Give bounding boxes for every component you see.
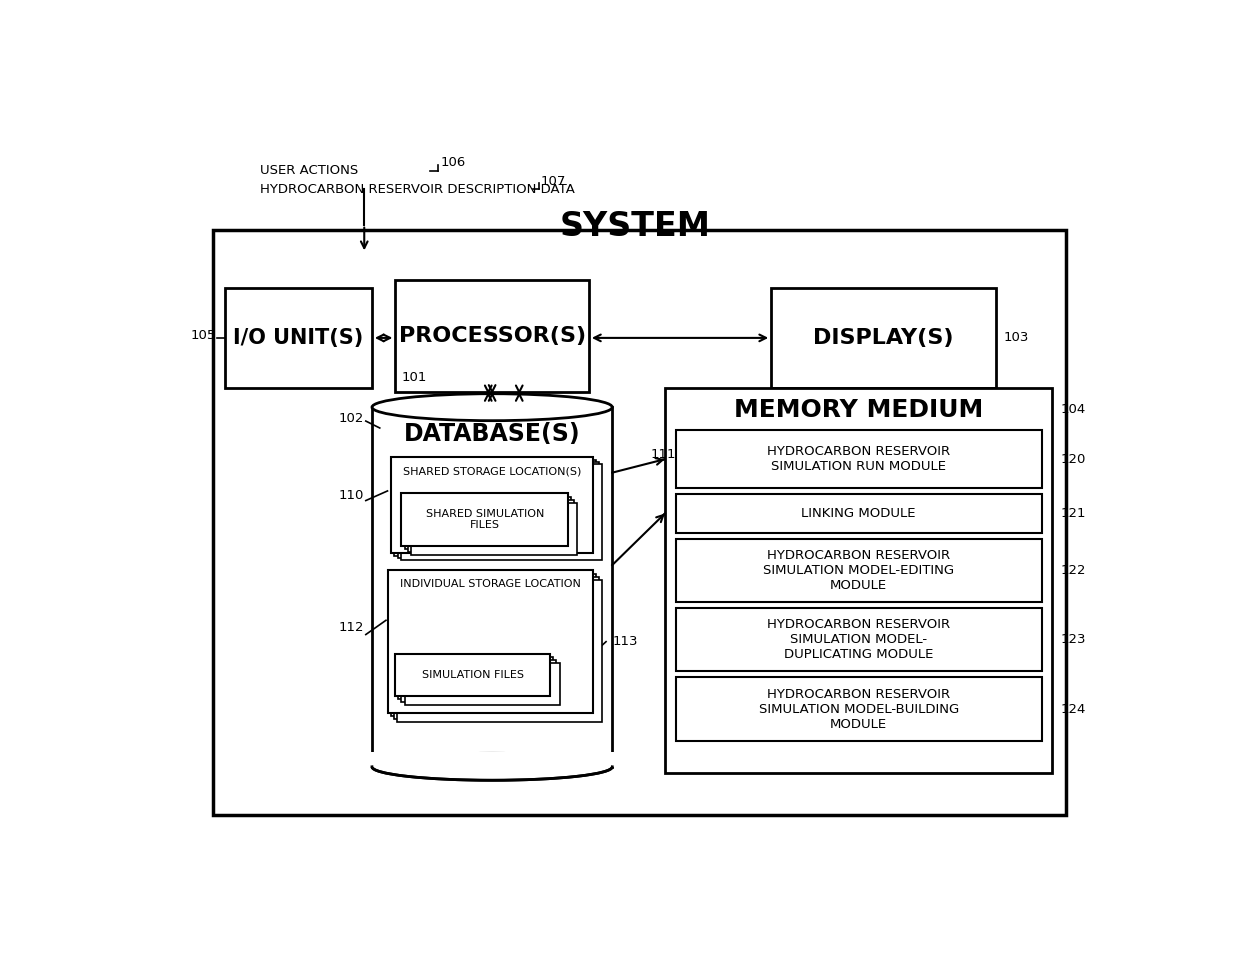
Text: 120: 120 <box>1060 453 1085 466</box>
Text: PROCESSOR(S): PROCESSOR(S) <box>398 326 585 346</box>
Text: USER ACTIONS: USER ACTIONS <box>259 164 358 178</box>
Text: 106: 106 <box>440 156 465 169</box>
Text: HYDROCARBON RESERVOIR
SIMULATION MODEL-BUILDING
MODULE: HYDROCARBON RESERVOIR SIMULATION MODEL-B… <box>759 688 959 731</box>
Text: 107: 107 <box>541 175 567 188</box>
Text: 110: 110 <box>339 489 365 502</box>
Bar <box>396 280 589 392</box>
Bar <box>398 462 599 558</box>
FancyBboxPatch shape <box>410 502 578 555</box>
Bar <box>371 752 614 767</box>
Text: 112: 112 <box>339 621 365 634</box>
Text: 122: 122 <box>1060 564 1086 577</box>
Bar <box>372 407 613 767</box>
FancyBboxPatch shape <box>402 660 557 702</box>
Ellipse shape <box>372 753 613 780</box>
Bar <box>771 287 996 388</box>
Text: 101: 101 <box>402 371 427 384</box>
Bar <box>213 230 1065 816</box>
Text: SYSTEM: SYSTEM <box>560 210 711 243</box>
Text: HYDROCARBON RESERVOIR
SIMULATION RUN MODULE: HYDROCARBON RESERVOIR SIMULATION RUN MOD… <box>768 445 950 473</box>
Text: I/O UNIT(S): I/O UNIT(S) <box>233 328 363 348</box>
Text: DATABASE(S): DATABASE(S) <box>404 422 580 446</box>
Text: HYDROCARBON RESERVOIR DESCRIPTION DATA: HYDROCARBON RESERVOIR DESCRIPTION DATA <box>259 182 574 196</box>
Text: MEMORY MEDIUM: MEMORY MEDIUM <box>734 397 983 421</box>
FancyBboxPatch shape <box>404 663 559 705</box>
Bar <box>224 287 372 388</box>
FancyBboxPatch shape <box>396 653 551 696</box>
Text: HYDROCARBON RESERVOIR
SIMULATION MODEL-
DUPLICATING MODULE: HYDROCARBON RESERVOIR SIMULATION MODEL- … <box>768 618 950 661</box>
Text: 121: 121 <box>1060 507 1086 520</box>
Bar <box>394 577 599 719</box>
FancyBboxPatch shape <box>398 657 553 699</box>
Bar <box>387 570 593 712</box>
Bar <box>676 539 1042 602</box>
Bar <box>676 608 1042 671</box>
Text: 104: 104 <box>1060 403 1085 416</box>
Text: 103: 103 <box>1003 331 1029 345</box>
Text: SIMULATION FILES: SIMULATION FILES <box>422 669 523 680</box>
Text: LINKING MODULE: LINKING MODULE <box>801 507 916 520</box>
Text: 124: 124 <box>1060 703 1085 715</box>
Bar <box>676 677 1042 741</box>
Bar <box>397 580 603 722</box>
Text: 102: 102 <box>339 413 365 425</box>
Bar <box>391 574 596 716</box>
Bar <box>676 431 1042 488</box>
FancyBboxPatch shape <box>408 499 574 552</box>
Text: SHARED STORAGE LOCATION(S): SHARED STORAGE LOCATION(S) <box>403 466 582 477</box>
Bar <box>392 457 593 554</box>
Text: HYDROCARBON RESERVOIR
SIMULATION MODEL-EDITING
MODULE: HYDROCARBON RESERVOIR SIMULATION MODEL-E… <box>763 549 955 592</box>
Text: INDIVIDUAL STORAGE LOCATION: INDIVIDUAL STORAGE LOCATION <box>399 580 580 589</box>
Bar <box>665 388 1053 773</box>
Text: DISPLAY(S): DISPLAY(S) <box>813 328 954 348</box>
FancyBboxPatch shape <box>404 497 572 549</box>
Text: 105: 105 <box>190 329 216 342</box>
FancyBboxPatch shape <box>402 494 568 546</box>
Text: 113: 113 <box>613 635 637 648</box>
Text: 111: 111 <box>650 448 676 461</box>
Ellipse shape <box>372 393 613 420</box>
Bar <box>676 494 1042 533</box>
Text: 123: 123 <box>1060 633 1086 647</box>
Bar <box>394 459 596 556</box>
Text: SHARED SIMULATION
FILES: SHARED SIMULATION FILES <box>425 509 544 530</box>
Bar <box>401 464 603 561</box>
